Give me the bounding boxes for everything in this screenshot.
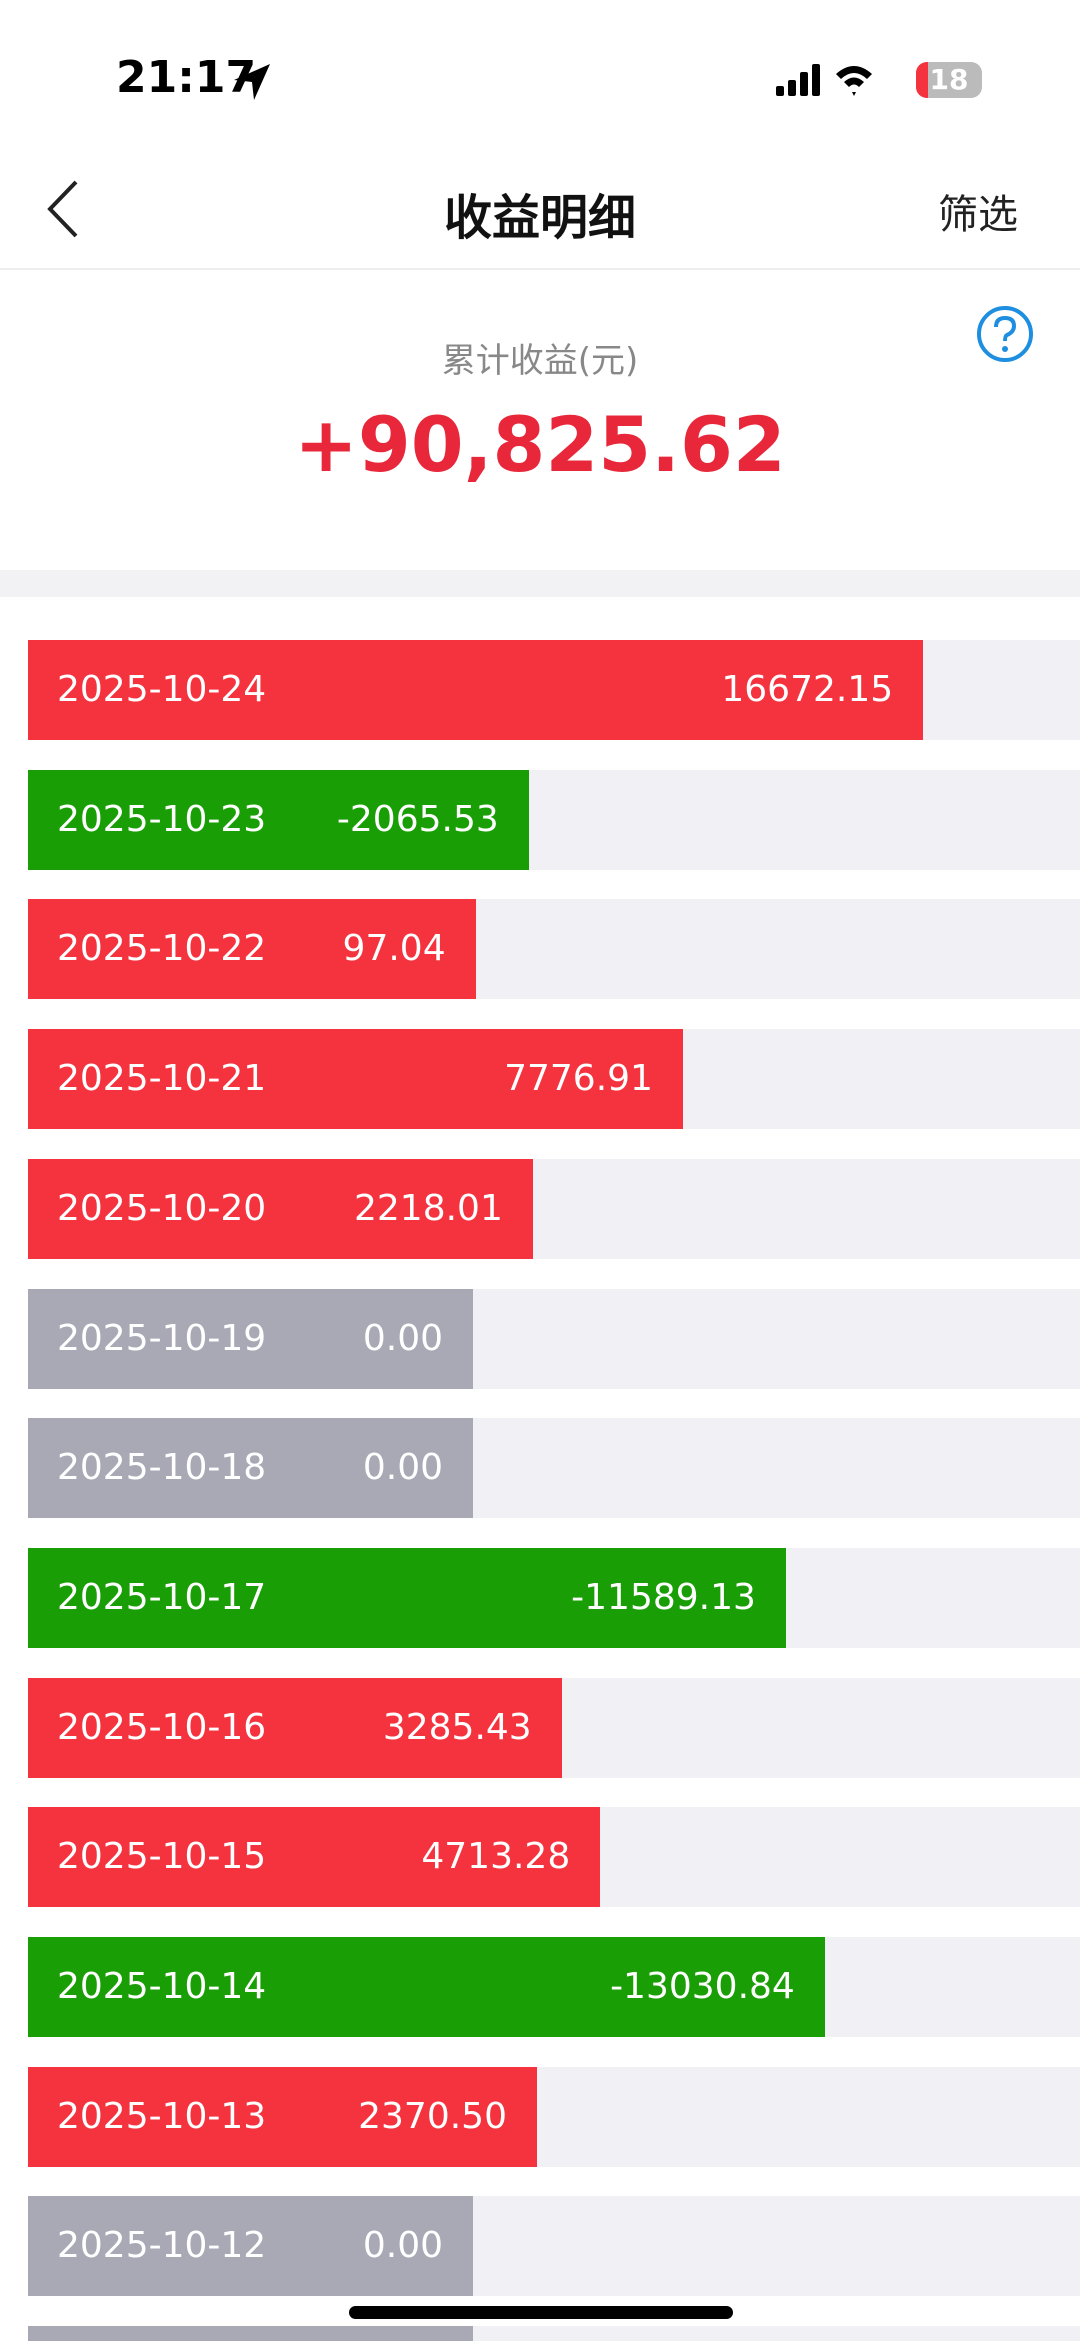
location-icon xyxy=(234,64,270,100)
row-bar: 2025-10-18 0.00 xyxy=(28,1418,473,1519)
row-bar: 2025-10-23 -2065.53 xyxy=(28,769,529,870)
row-value: -13030.84 xyxy=(610,1966,795,2007)
row-date: 2025-10-17 xyxy=(57,1576,267,1618)
row-bar: 2025-10-17 -11589.13 xyxy=(28,1547,786,1648)
row-value: 7776.91 xyxy=(504,1058,653,1100)
summary-total: +90,825.62 xyxy=(294,400,786,489)
row-bar: 2025-10-16 3285.43 xyxy=(28,1677,562,1778)
row-date: 2025-10-22 xyxy=(57,928,267,970)
row-bar: 2025-10-12 0.00 xyxy=(28,2196,473,2297)
divider xyxy=(0,268,1080,270)
row-date: 2025-10-16 xyxy=(57,1706,267,1748)
row-bar: 2025-10-20 2218.01 xyxy=(28,1158,533,1259)
battery: 18 xyxy=(916,62,982,98)
row-bar xyxy=(28,2326,473,2341)
row-date: 2025-10-21 xyxy=(57,1058,267,1100)
row-bar: 2025-10-19 0.00 xyxy=(28,1288,473,1389)
row-value: 3285.43 xyxy=(382,1706,532,1748)
row-date: 2025-10-14 xyxy=(57,1966,267,2007)
row-date: 2025-10-19 xyxy=(57,1317,267,1359)
row-value: 16672.15 xyxy=(721,669,894,710)
status-time: 21:17 xyxy=(116,52,257,103)
filter-button[interactable]: 筛选 xyxy=(938,192,1018,238)
summary-label: 累计收益(元) xyxy=(441,341,639,381)
section-gap xyxy=(0,570,1080,597)
row-date: 2025-10-15 xyxy=(57,1836,267,1878)
row-bar: 2025-10-13 2370.50 xyxy=(28,2066,537,2167)
signal-wifi-icons xyxy=(776,64,872,96)
row-date: 2025-10-23 xyxy=(57,798,267,840)
row-date: 2025-10-20 xyxy=(57,1187,267,1229)
row-date: 2025-10-18 xyxy=(57,1447,267,1489)
row-bar: 2025-10-15 4713.28 xyxy=(28,1807,601,1908)
row-bar: 2025-10-14 -13030.84 xyxy=(28,1937,825,2037)
row-bar: 2025-10-21 7776.91 xyxy=(28,1029,683,1130)
nav-title: 收益明细 xyxy=(443,190,636,246)
row-value: 2218.01 xyxy=(354,1187,503,1229)
row-date: 2025-10-13 xyxy=(57,2095,267,2137)
row-value: 0.00 xyxy=(362,1447,443,1489)
back-button[interactable] xyxy=(40,178,84,240)
row-value: 97.04 xyxy=(342,928,446,970)
row-value: 0.00 xyxy=(362,1317,443,1359)
help-button[interactable] xyxy=(976,305,1034,363)
row-bar: 2025-10-24 16672.15 xyxy=(28,640,924,740)
row-value: -11589.13 xyxy=(571,1576,756,1618)
row-value: 4713.28 xyxy=(421,1836,571,1878)
row-value: 2370.50 xyxy=(358,2095,507,2137)
row-date: 2025-10-24 xyxy=(57,669,267,710)
row-bar: 2025-10-22 97.04 xyxy=(28,899,476,1000)
row-value: -2065.53 xyxy=(336,798,499,840)
row-value: 0.00 xyxy=(362,2225,443,2267)
home-indicator xyxy=(349,2306,733,2319)
row-date: 2025-10-12 xyxy=(57,2225,267,2267)
